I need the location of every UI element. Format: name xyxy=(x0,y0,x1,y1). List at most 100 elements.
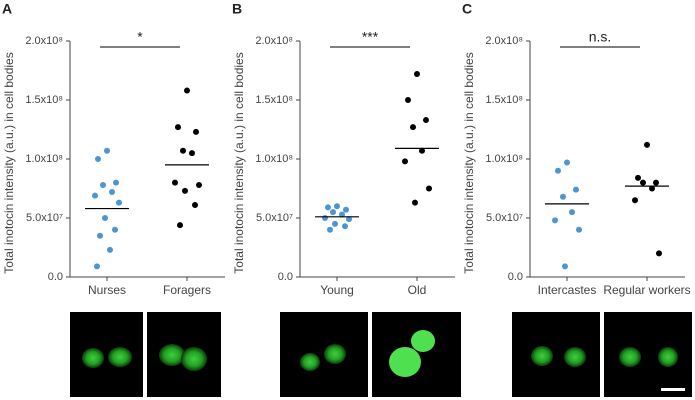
data-point xyxy=(192,202,198,209)
data-point xyxy=(339,211,345,218)
data-point xyxy=(104,147,110,154)
y-tick-label: 0.0 xyxy=(278,271,293,283)
data-point xyxy=(92,192,98,199)
data-point xyxy=(113,179,119,186)
data-point xyxy=(100,181,106,188)
data-point xyxy=(412,199,418,206)
data-point xyxy=(193,128,199,135)
data-point xyxy=(552,217,558,224)
y-tick-label: 0.0 xyxy=(48,271,63,283)
data-point xyxy=(414,71,420,78)
data-point xyxy=(576,226,582,233)
data-point xyxy=(653,179,659,186)
data-point xyxy=(410,124,416,131)
data-point xyxy=(107,246,113,253)
data-point xyxy=(327,226,333,233)
micrograph xyxy=(604,312,692,397)
data-point xyxy=(332,220,338,227)
y-tick-label: 0.0 xyxy=(508,271,523,283)
cell xyxy=(82,348,104,368)
data-point xyxy=(102,215,108,221)
cell xyxy=(411,330,435,352)
data-point xyxy=(346,216,352,223)
y-tick-label: 2.0x10⁸ xyxy=(485,35,523,47)
data-point xyxy=(569,209,575,216)
scale-bar xyxy=(661,388,685,391)
significance-label: *** xyxy=(362,29,379,45)
y-tick-label: 5.0x10⁷ xyxy=(256,212,293,224)
micrograph xyxy=(70,312,143,397)
micrograph xyxy=(280,312,368,397)
data-point xyxy=(184,87,190,94)
cell xyxy=(324,344,346,364)
y-tick-label: 2.0x10⁸ xyxy=(255,35,293,47)
data-point xyxy=(405,97,411,103)
y-tick-label: 1.0x10⁸ xyxy=(25,153,63,165)
data-point xyxy=(172,179,178,186)
data-point xyxy=(112,226,118,233)
data-point xyxy=(635,174,641,181)
y-tick-label: 1.5x10⁸ xyxy=(255,94,293,106)
y-tick-label: 5.0x10⁷ xyxy=(26,212,63,224)
data-point xyxy=(644,141,650,148)
significance-label: * xyxy=(137,29,143,45)
data-point xyxy=(325,204,331,211)
data-point xyxy=(562,263,568,270)
cell xyxy=(389,347,421,377)
data-point xyxy=(573,186,579,193)
x-tick-label: Foragers xyxy=(163,283,211,297)
data-point xyxy=(97,232,103,239)
y-tick-label: 1.5x10⁸ xyxy=(25,94,63,106)
data-point xyxy=(196,181,202,188)
significance-label: n.s. xyxy=(589,29,612,45)
data-point xyxy=(555,167,561,174)
data-point xyxy=(426,185,432,192)
cell xyxy=(658,347,678,367)
data-point xyxy=(402,158,408,165)
micrograph xyxy=(512,312,600,397)
micrographs xyxy=(70,312,692,397)
y-axis-label: Total inotocin intensity (a.u.) in cell … xyxy=(232,52,246,273)
data-point xyxy=(342,223,348,230)
data-point xyxy=(175,124,181,131)
data-point xyxy=(189,150,195,157)
x-tick-label: Young xyxy=(320,283,354,297)
data-point xyxy=(177,222,183,229)
data-point xyxy=(656,250,662,257)
cell xyxy=(108,347,132,367)
panel-label: C xyxy=(462,1,472,17)
data-point xyxy=(632,197,638,204)
data-point xyxy=(640,179,646,186)
x-tick-label: Intercastes xyxy=(538,283,597,297)
data-point xyxy=(94,263,100,270)
data-point xyxy=(182,187,188,194)
data-point xyxy=(330,209,336,216)
data-point xyxy=(423,117,429,124)
y-tick-label: 1.0x10⁸ xyxy=(485,153,523,165)
y-axis-label: Total inotocin intensity (a.u.) in cell … xyxy=(2,52,16,273)
data-point xyxy=(564,159,570,166)
data-point xyxy=(649,185,655,192)
cell xyxy=(619,347,641,367)
data-point xyxy=(419,147,425,154)
y-tick-label: 1.5x10⁸ xyxy=(485,94,523,106)
panel-label: B xyxy=(232,1,242,17)
y-tick-label: 2.0x10⁸ xyxy=(25,35,63,47)
data-point xyxy=(95,156,101,162)
cell xyxy=(159,344,185,366)
data-point xyxy=(180,147,186,154)
panel-label: A xyxy=(2,1,12,17)
y-axis-label: Total inotocin intensity (a.u.) in cell … xyxy=(462,52,476,273)
x-tick-label: Regular workers xyxy=(603,283,690,297)
y-tick-label: 1.0x10⁸ xyxy=(255,153,293,165)
data-point xyxy=(343,206,349,213)
data-point xyxy=(560,193,566,200)
data-point xyxy=(109,189,115,196)
data-point xyxy=(334,203,340,210)
data-point xyxy=(322,215,328,221)
y-tick-label: 5.0x10⁷ xyxy=(486,212,523,224)
x-tick-label: Nurses xyxy=(88,283,126,297)
cell xyxy=(181,347,207,371)
x-tick-label: Old xyxy=(408,283,427,297)
